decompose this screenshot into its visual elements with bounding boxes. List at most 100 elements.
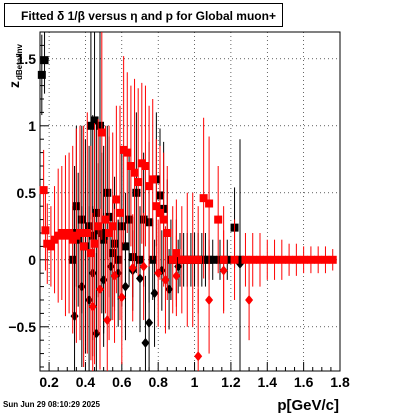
data-point-square: [141, 161, 150, 170]
data-point-square: [103, 188, 112, 197]
data-point-diamond: [136, 273, 144, 284]
x-tick-label: 0.6: [112, 374, 132, 390]
data-series-2: [39, 32, 337, 367]
data-point-square: [65, 228, 74, 237]
data-point-diamond: [172, 270, 181, 281]
data-point-square: [116, 208, 124, 217]
data-point-square: [299, 255, 308, 264]
data-point-square: [86, 121, 95, 130]
data-point-square: [92, 208, 101, 217]
data-point-square: [241, 255, 250, 264]
data-point-diamond: [96, 284, 104, 295]
data-point-square: [79, 242, 88, 251]
data-point-square: [39, 186, 48, 195]
data-point-square: [97, 128, 106, 137]
data-point-square: [214, 215, 223, 224]
y-tick-label: 1: [28, 118, 36, 134]
data-point-square: [126, 161, 135, 170]
chart-title: Fitted δ 1/β versus η and p for Global m…: [21, 9, 276, 23]
y-tick-label: −0.5: [8, 319, 36, 335]
data-point-diamond: [110, 270, 119, 281]
data-point-square: [163, 228, 172, 237]
x-tick-label: 1: [191, 374, 199, 390]
data-point-diamond: [128, 262, 137, 273]
data-point-square: [328, 255, 337, 264]
data-point-square: [152, 202, 161, 211]
data-point-square: [292, 255, 301, 264]
data-point-square: [183, 255, 192, 264]
data-point-square: [248, 255, 257, 264]
data-point-diamond: [145, 317, 154, 328]
data-point-square: [41, 226, 50, 235]
data-point-square: [125, 215, 134, 224]
data-point-square: [306, 255, 315, 264]
data-point-square: [230, 255, 239, 264]
data-point-square: [83, 228, 92, 237]
y-axis-subscript: dBeta/Inv: [15, 43, 24, 80]
data-point-square: [148, 175, 157, 184]
data-point-square: [46, 242, 55, 251]
data-point-square: [132, 188, 141, 197]
data-point-square: [177, 255, 186, 264]
plot-frame: [39, 31, 341, 372]
data-series-3: [88, 208, 254, 371]
data-point-square: [108, 222, 117, 231]
data-point-square: [50, 235, 59, 244]
data-point-square: [101, 215, 110, 224]
data-point-square: [123, 148, 132, 157]
data-point-square: [199, 194, 208, 203]
timestamp: Sun Jun 29 08:10:29 2025: [3, 400, 100, 409]
data-point-square: [105, 228, 114, 237]
data-point-square: [117, 222, 126, 231]
y-tick-label: 0: [28, 252, 36, 268]
data-point-square: [270, 255, 279, 264]
chart-title-box: Fitted δ 1/β versus η and p for Global m…: [4, 3, 283, 27]
x-tick-label: 0.2: [39, 374, 59, 390]
data-point-diamond: [194, 351, 203, 362]
data-points: [37, 32, 337, 371]
data-point-square: [37, 70, 46, 79]
data-point-diamond: [139, 261, 148, 272]
data-point-square: [74, 235, 83, 244]
data-point-square: [159, 215, 168, 224]
data-point-diamond: [92, 328, 101, 339]
data-point-square: [188, 255, 197, 264]
data-point-square: [40, 56, 49, 65]
x-tick-label: 0.4: [76, 374, 96, 390]
data-point-diamond: [99, 274, 108, 285]
data-point-diamond: [219, 265, 228, 276]
y-tick-label: 1.5: [17, 51, 37, 67]
data-point-square: [112, 195, 121, 204]
data-point-square: [208, 255, 217, 264]
data-point-square: [156, 208, 164, 217]
data-point-diamond: [117, 292, 126, 303]
data-point-square: [263, 255, 272, 264]
data-point-diamond: [88, 301, 97, 312]
data-point-square: [256, 255, 264, 264]
data-point-square: [168, 255, 177, 264]
data-point-square: [68, 235, 77, 244]
data-point-square: [194, 255, 203, 264]
data-point-diamond: [141, 337, 150, 348]
data-point-diamond: [150, 288, 159, 299]
y-axis-title-group: z dBeta/Inv: [6, 43, 24, 88]
data-point-diamond: [165, 284, 174, 295]
tick-labels: 0.2 0.4 0.6 0.8 1 1.2 1.4 1.6 1.8 −0.5 0 0.5 1 1.5: [8, 51, 350, 390]
data-point-square: [86, 249, 95, 258]
x-tick-label: 0.8: [148, 374, 168, 390]
data-point-square: [134, 178, 143, 187]
data-point-square: [145, 182, 154, 191]
data-point-square: [94, 222, 103, 231]
data-point-diamond: [161, 274, 170, 285]
x-tick-label: 1.6: [294, 374, 314, 390]
data-point-square: [321, 255, 330, 264]
data-point-diamond: [77, 281, 86, 292]
y-tick-label: 0.5: [17, 185, 37, 201]
y-axis-title: z: [6, 81, 22, 88]
x-tick-label: 1.4: [258, 374, 278, 390]
data-point-diamond: [245, 294, 254, 305]
data-point-square: [205, 199, 214, 208]
data-point-square: [90, 239, 99, 248]
data-point-square: [285, 255, 294, 264]
